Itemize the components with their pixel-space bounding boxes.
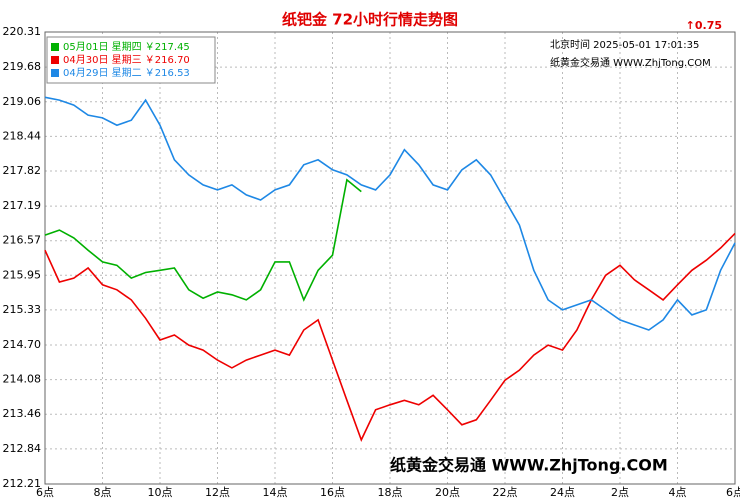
y-tick-label: 214.70 bbox=[3, 338, 42, 351]
legend-box bbox=[46, 36, 216, 84]
x-tick-label: 16点 bbox=[320, 486, 345, 499]
legend-label: 04月29日 星期二 ￥216.53 bbox=[63, 67, 190, 79]
x-tick-label: 6点 bbox=[36, 486, 54, 499]
y-tick-label: 219.68 bbox=[3, 60, 42, 73]
x-tick-label: 6点 bbox=[726, 486, 740, 499]
y-tick-label: 220.31 bbox=[3, 25, 42, 38]
y-tick-label: 216.57 bbox=[3, 234, 42, 247]
source-note: 纸黄金交易通 WWW.ZhjTong.COM bbox=[550, 56, 711, 69]
y-tick-label: 217.19 bbox=[3, 199, 42, 212]
watermark: 纸黄金交易通 WWW.ZhjTong.COM bbox=[390, 456, 668, 475]
plot-frame bbox=[44, 31, 736, 485]
y-tick-label: 214.08 bbox=[3, 373, 42, 386]
change-label: ↑0.75 bbox=[686, 19, 722, 32]
y-tick-label: 212.21 bbox=[3, 477, 42, 490]
x-tick-label: 22点 bbox=[493, 486, 518, 499]
x-tick-label: 14点 bbox=[263, 486, 288, 499]
y-tick-label: 213.46 bbox=[3, 407, 42, 420]
series-line bbox=[44, 232, 736, 442]
y-tick-label: 219.06 bbox=[3, 95, 42, 108]
x-tick-label: 4点 bbox=[669, 486, 687, 499]
legend-swatch bbox=[51, 56, 59, 64]
y-tick-label: 215.95 bbox=[3, 268, 42, 281]
x-tick-label: 24点 bbox=[550, 486, 575, 499]
y-tick-label: 215.33 bbox=[3, 303, 42, 316]
time-note: 北京时间 2025-05-01 17:01:35 bbox=[550, 38, 699, 51]
chart-title: 纸钯金 72小时行情走势图 bbox=[282, 11, 458, 29]
series-line bbox=[44, 96, 736, 331]
x-tick-label: 8点 bbox=[94, 486, 112, 499]
x-tick-label: 18点 bbox=[378, 486, 403, 499]
series-line bbox=[44, 178, 362, 302]
x-tick-label: 10点 bbox=[148, 486, 173, 499]
y-tick-label: 212.84 bbox=[3, 442, 42, 455]
x-tick-label: 20点 bbox=[435, 486, 460, 499]
x-tick-label: 2点 bbox=[611, 486, 629, 499]
y-tick-label: 217.82 bbox=[3, 164, 42, 177]
x-tick-label: 12点 bbox=[205, 486, 230, 499]
legend-label: 05月01日 星期四 ￥217.45 bbox=[63, 41, 190, 53]
y-tick-label: 218.44 bbox=[3, 129, 42, 142]
lines bbox=[44, 96, 736, 442]
legend-swatch bbox=[51, 43, 59, 51]
legend-label: 04月30日 星期三 ￥216.70 bbox=[63, 54, 190, 66]
legend-swatch bbox=[51, 69, 59, 77]
